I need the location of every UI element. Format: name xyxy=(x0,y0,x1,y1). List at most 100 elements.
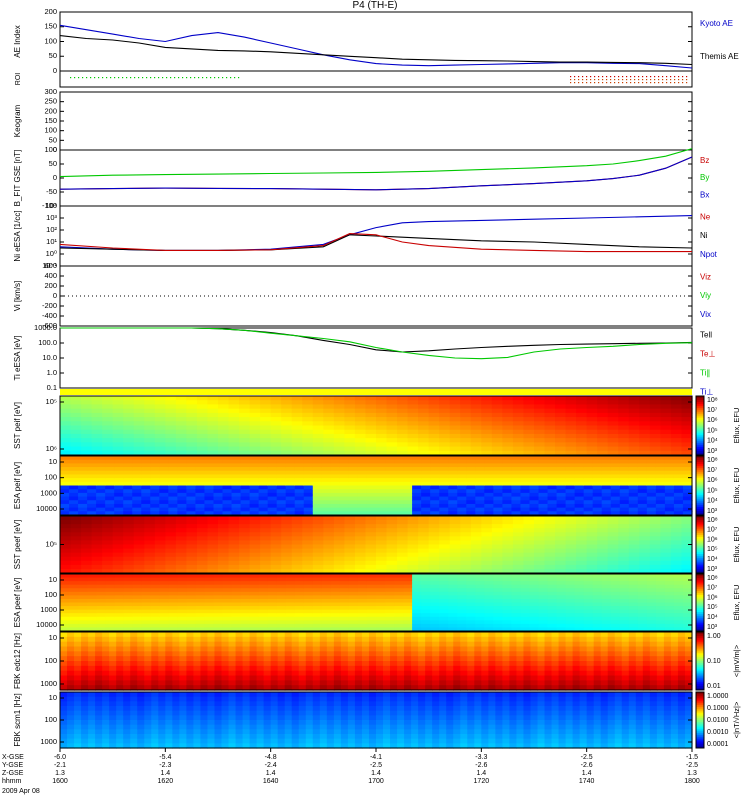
roi-dot xyxy=(654,82,656,84)
sst-peif-colorbar-step xyxy=(696,445,704,448)
density-tick-label: 10² xyxy=(46,225,57,234)
esa-peif-colorbar-step xyxy=(696,485,704,488)
esa-peif-cells xyxy=(60,456,693,516)
sst-peif-colorbar-step xyxy=(696,423,704,426)
sst-peef-colorbar-step xyxy=(696,536,704,540)
roi-dot xyxy=(134,77,136,79)
roi-dot xyxy=(190,77,192,79)
roi-dot xyxy=(662,76,664,78)
sst-peef-colorbar-step xyxy=(696,548,704,551)
roi-dot xyxy=(230,77,232,79)
esa-peef-colorbar-step xyxy=(696,602,704,605)
esa-peef-colorbar-label: Eflux, EFU xyxy=(732,585,741,621)
roi-dot xyxy=(122,77,124,79)
esa-peef-colorbar-step xyxy=(696,629,704,632)
roi-dot xyxy=(98,77,100,79)
roi-dot xyxy=(162,77,164,79)
time-axis-value: 1.4 xyxy=(266,770,276,777)
fbk-edc12-colorbar-step xyxy=(696,678,704,681)
roi-dot xyxy=(626,76,628,78)
sst-peef-colorbar-step xyxy=(696,538,704,542)
sst-peif-colorbar-step xyxy=(696,431,704,434)
sst-peef-colorbar-step xyxy=(696,561,704,564)
sst-peif-colorbar-step xyxy=(696,397,704,401)
esa-peif-colorbar-step xyxy=(696,509,704,512)
roi-dot xyxy=(154,77,156,79)
time-axis-value: -2.5 xyxy=(581,754,593,761)
roi-dot xyxy=(586,76,588,78)
sst-peif-cells xyxy=(60,396,693,456)
roi-dot xyxy=(114,77,116,79)
fbk-edc12-colorbar-step xyxy=(696,655,704,658)
esa-peif-colorbar-step xyxy=(696,487,704,490)
fbk-edc12-colorbar-step xyxy=(696,657,704,660)
sst-peif-frame xyxy=(59,395,693,456)
esa-peif-colorbar-tick: 10⁵ xyxy=(707,487,718,494)
bfield-panel-series-Bz xyxy=(59,156,693,191)
roi-dot xyxy=(662,82,664,84)
esa-peef-colorbar-tick: 10⁶ xyxy=(707,594,718,601)
esa-peif-colorbar-step xyxy=(696,505,704,508)
roi-dot xyxy=(202,77,204,79)
keogram-tick-label: 150 xyxy=(44,116,57,125)
time-axis-value: -2.6 xyxy=(475,762,487,769)
roi-dot xyxy=(598,79,600,81)
temp-panel-tick-label: 1000.0 xyxy=(34,323,57,332)
fbk-scm1-colorbar-step xyxy=(696,706,704,710)
roi-dot xyxy=(686,76,688,78)
esa-peif-colorbar-step xyxy=(696,499,704,502)
roi-dot xyxy=(610,82,612,84)
roi-dot xyxy=(642,76,644,78)
esa-peef-colorbar-tick: 10⁴ xyxy=(707,614,718,621)
fbk-edc12-tick-label: 100 xyxy=(44,656,57,665)
roi-dot xyxy=(678,76,680,78)
roi-dot xyxy=(194,77,196,79)
time-axis-value: 1.4 xyxy=(582,770,592,777)
fbk-edc12-colorbar-step xyxy=(696,680,704,683)
sst-peef-colorbar-step xyxy=(696,533,704,536)
esa-peef-colorbar-tick: 10³ xyxy=(707,624,718,631)
time-axis-value: -2.5 xyxy=(370,762,382,769)
esa-peef-colorbar-step xyxy=(696,617,704,621)
bfield-legend-By: By xyxy=(700,173,709,182)
time-axis-value: -2.5 xyxy=(686,762,698,769)
sst-peef-colorbar-tick: 10⁶ xyxy=(707,536,718,543)
roi-dot xyxy=(82,77,84,79)
fbk-edc12-colorbar-step xyxy=(696,649,704,652)
density-tick-label: 10⁻¹ xyxy=(42,261,57,270)
roi-dot xyxy=(582,76,584,78)
bfield-panel-series-By xyxy=(59,148,693,178)
roi-dot xyxy=(610,79,612,81)
fbk-scm1-colorbar-step xyxy=(696,693,704,697)
esa-peif-colorbar-tick: 10⁶ xyxy=(707,477,718,484)
keogram-frame xyxy=(59,91,693,151)
fbk-edc12-colorbar-step xyxy=(696,633,704,637)
esa-peef-colorbar-step xyxy=(696,604,704,607)
sst-peif-colorbar-step xyxy=(696,427,704,430)
sst-peif-colorbar-step xyxy=(696,407,704,411)
esa-peif-colorbar-step xyxy=(696,469,704,473)
fbk-scm1-tick-label: 1000 xyxy=(40,737,57,746)
ae-panel-tick-label: 50 xyxy=(49,51,57,60)
esa-peef-colorbar-tick: 10⁷ xyxy=(707,585,718,592)
time-axis-date: 2009 Apr 08 xyxy=(2,788,40,795)
time-axis-value: 1740 xyxy=(579,778,595,785)
roi-dot xyxy=(658,79,660,81)
density-tick-label: 10⁴ xyxy=(45,201,57,210)
roi-dot xyxy=(598,76,600,78)
roi-dot xyxy=(74,77,76,79)
roi-dot xyxy=(90,77,92,79)
esa-peif-colorbar-step xyxy=(696,491,704,494)
roi-dot xyxy=(598,82,600,84)
sst-peif-colorbar-step xyxy=(696,409,704,413)
roi-dot xyxy=(158,77,160,79)
fbk-edc12-colorbar-step xyxy=(696,659,704,662)
esa-peif-colorbar-step xyxy=(696,501,704,504)
roi-dot xyxy=(678,79,680,81)
roi-dot xyxy=(570,76,572,78)
fbk-scm1-colorbar-step xyxy=(696,721,704,725)
esa-peif-colorbar-tick: 10⁸ xyxy=(707,457,718,464)
roi-dot xyxy=(570,79,572,81)
time-axis-row-label: hhmm xyxy=(2,778,22,785)
sst-peef-colorbar-step xyxy=(696,567,704,570)
